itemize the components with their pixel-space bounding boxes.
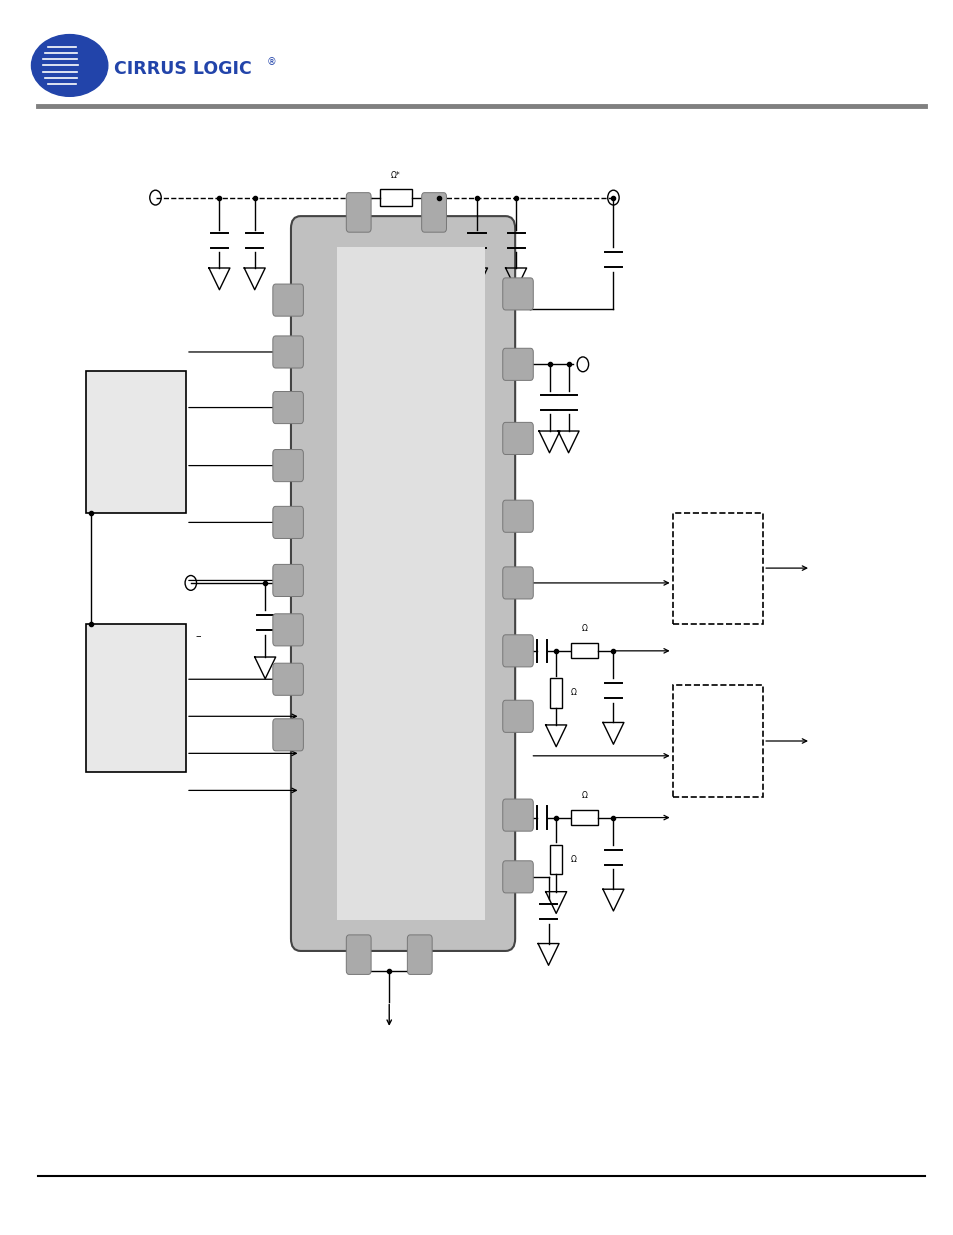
FancyBboxPatch shape (502, 635, 533, 667)
Bar (86, 624, 186, 772)
Text: Ω*: Ω* (391, 170, 400, 180)
FancyBboxPatch shape (346, 935, 371, 974)
FancyBboxPatch shape (502, 348, 533, 380)
FancyBboxPatch shape (273, 284, 303, 316)
Bar (336, 247, 484, 920)
FancyBboxPatch shape (273, 336, 303, 368)
Bar (672, 685, 762, 797)
FancyBboxPatch shape (273, 506, 303, 538)
FancyBboxPatch shape (421, 193, 446, 232)
FancyBboxPatch shape (273, 564, 303, 597)
Bar (379, 189, 412, 206)
FancyBboxPatch shape (502, 422, 533, 454)
FancyBboxPatch shape (502, 278, 533, 310)
Text: Ω: Ω (581, 624, 587, 634)
Text: Ω: Ω (570, 688, 576, 698)
FancyBboxPatch shape (407, 935, 432, 974)
Bar (571, 810, 598, 825)
FancyBboxPatch shape (502, 700, 533, 732)
Bar (672, 513, 762, 624)
FancyBboxPatch shape (502, 799, 533, 831)
FancyBboxPatch shape (273, 391, 303, 424)
Text: Ω: Ω (570, 855, 576, 864)
Text: Ω: Ω (581, 790, 587, 800)
Bar (550, 678, 561, 708)
FancyBboxPatch shape (502, 500, 533, 532)
Bar (571, 643, 598, 658)
FancyBboxPatch shape (291, 216, 515, 951)
Text: ®: ® (267, 57, 276, 67)
FancyBboxPatch shape (273, 450, 303, 482)
FancyBboxPatch shape (273, 663, 303, 695)
FancyBboxPatch shape (502, 567, 533, 599)
FancyBboxPatch shape (346, 193, 371, 232)
FancyBboxPatch shape (273, 614, 303, 646)
Bar (86, 370, 186, 513)
FancyBboxPatch shape (502, 861, 533, 893)
Text: CIRRUS LOGIC: CIRRUS LOGIC (114, 61, 252, 78)
FancyBboxPatch shape (273, 719, 303, 751)
Text: –: – (195, 631, 201, 641)
Bar (550, 845, 561, 874)
Ellipse shape (31, 35, 108, 96)
